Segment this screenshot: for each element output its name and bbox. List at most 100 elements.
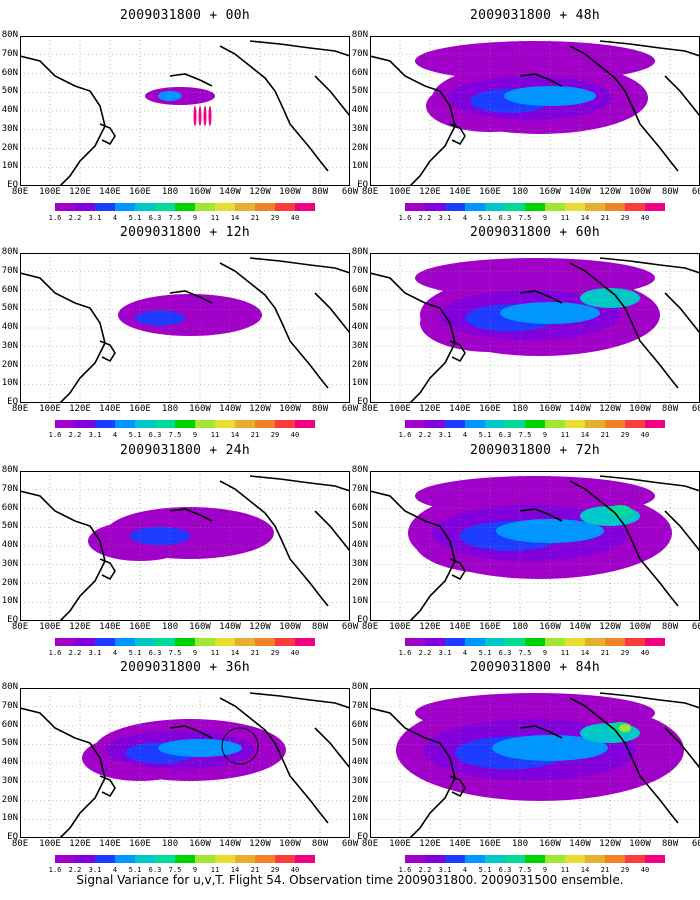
colorbar-swatch: [405, 420, 425, 428]
lat-tick-label: EQ: [357, 615, 368, 625]
colorbar-swatch: [235, 638, 255, 646]
lon-tick-label: 140W: [219, 839, 241, 849]
lon-tick-label: 120E: [419, 187, 441, 197]
lat-tick-label: 40N: [351, 540, 368, 550]
lon-tick-label: 120W: [249, 187, 271, 197]
colorbar-swatch: [425, 420, 445, 428]
coastline: [569, 45, 679, 172]
colorbar-swatch: [485, 203, 505, 211]
lon-tick-label: 160W: [539, 839, 561, 849]
colorbar-label: 6.3: [498, 649, 512, 657]
colorbar-swatch: [175, 420, 195, 428]
lon-tick-label: 100E: [389, 187, 411, 197]
lon-tick-label: 160W: [539, 404, 561, 414]
coastline: [249, 40, 350, 57]
lat-tick-label: 70N: [1, 700, 18, 711]
colorbar-label: 21: [600, 431, 610, 439]
variance-region: [415, 476, 655, 516]
panel-title: 2009031800 + 48h: [469, 8, 601, 23]
colorbar-label: 14: [230, 214, 240, 222]
colorbar-label: 5.1: [128, 866, 142, 874]
map-plot: [20, 36, 350, 186]
lat-tick-label: 30N: [351, 558, 368, 569]
lat-tick-label: 60N: [1, 719, 18, 730]
colorbar-swatch: [465, 855, 485, 863]
lat-tick-label: 70N: [351, 700, 368, 711]
lon-tick-label: 160W: [189, 622, 211, 632]
coastline: [249, 475, 350, 492]
lat-tick-label: 30N: [1, 775, 18, 786]
lat-tick-label: 60N: [1, 67, 18, 78]
lon-tick-label: 160E: [479, 839, 501, 849]
lat-tick-label: 80N: [1, 682, 18, 692]
coastline: [599, 257, 700, 274]
colorbar-label: 3.1: [88, 649, 102, 657]
forecast-panel: 2009031800 + 12h 80N 70N 60N 50N 40N 30N 20N 10N…: [2, 225, 358, 440]
colorbar-swatch: [405, 855, 425, 863]
lon-tick-label: 100W: [629, 622, 651, 632]
colorbar-swatch: [75, 203, 95, 211]
figure-caption: Signal Variance for u,v,T. Flight 54. Ob…: [76, 873, 624, 887]
colorbar-label: 21: [600, 214, 610, 222]
colorbar-swatch: [625, 420, 645, 428]
coastline: [20, 55, 106, 186]
colorbar-swatch: [175, 638, 195, 646]
lon-tick-label: 140W: [569, 187, 591, 197]
lon-tick-label: 140E: [449, 187, 471, 197]
lat-tick-label: 80N: [351, 30, 368, 40]
colorbar-swatch: [95, 638, 115, 646]
lat-tick-label: 60N: [351, 719, 368, 730]
forecast-panel: 2009031800 + 48h 80N 70N 60N 50N 40N 30N 20N 10N…: [352, 8, 700, 223]
coastline: [219, 480, 329, 607]
lat-tick-label: 40N: [1, 322, 18, 332]
lon-tick-label: 140E: [99, 839, 121, 849]
colorbar-label: 29: [270, 649, 280, 657]
lon-tick-label: 80E: [11, 404, 29, 414]
lon-tick-label: 160E: [129, 622, 151, 632]
panel-title: 2009031800 + 36h: [119, 660, 251, 675]
lon-tick-label: 100W: [629, 187, 651, 197]
coastline: [664, 75, 700, 117]
colorbar-label: 14: [230, 866, 240, 874]
colorbar-swatch: [175, 855, 195, 863]
lat-tick-label: 60N: [1, 284, 18, 295]
lon-tick-label: 160W: [189, 839, 211, 849]
colorbar-swatch: [195, 855, 215, 863]
lon-tick-label: 120E: [419, 404, 441, 414]
lon-tick-label: 100W: [279, 622, 301, 632]
colorbar-label: 14: [580, 866, 590, 874]
panel-title: 2009031800 + 00h: [119, 8, 251, 23]
lon-tick-label: 100W: [279, 187, 301, 197]
colorbar-swatch: [115, 203, 135, 211]
colorbar-label: 29: [270, 431, 280, 439]
colorbar-swatch: [215, 203, 235, 211]
lon-tick-label: 120E: [69, 404, 91, 414]
colorbar-swatch: [545, 855, 565, 863]
colorbar-swatch: [255, 203, 275, 211]
lon-tick-label: 120W: [599, 622, 621, 632]
lon-tick-label: 120W: [249, 404, 271, 414]
colorbar-label: 4: [112, 866, 118, 874]
coastline: [314, 292, 350, 334]
lon-tick-label: 120E: [69, 839, 91, 849]
lon-tick-label: 80E: [11, 622, 29, 632]
colorbar-swatch: [545, 420, 565, 428]
colorbar-label: 1.6: [48, 214, 62, 222]
coastline: [519, 73, 563, 87]
colorbar-label: 3.1: [88, 866, 102, 874]
map-plot: [20, 253, 350, 403]
panel-title: 2009031800 + 12h: [119, 225, 251, 240]
colorbar-label: 21: [250, 214, 260, 222]
panel-title: 2009031800 + 60h: [469, 225, 601, 240]
colorbar-swatch: [545, 203, 565, 211]
colorbar-swatch: [625, 203, 645, 211]
colorbar-swatch: [465, 420, 485, 428]
colorbar-label: 4: [462, 649, 468, 657]
colorbar-swatch: [525, 203, 545, 211]
lat-tick-label: 50N: [1, 303, 18, 314]
lat-tick-label: 60N: [351, 502, 368, 513]
coastline: [99, 123, 116, 146]
colorbar-swatch: [525, 638, 545, 646]
lon-tick-label: 140E: [99, 622, 121, 632]
colorbar-label: 11: [210, 431, 220, 439]
